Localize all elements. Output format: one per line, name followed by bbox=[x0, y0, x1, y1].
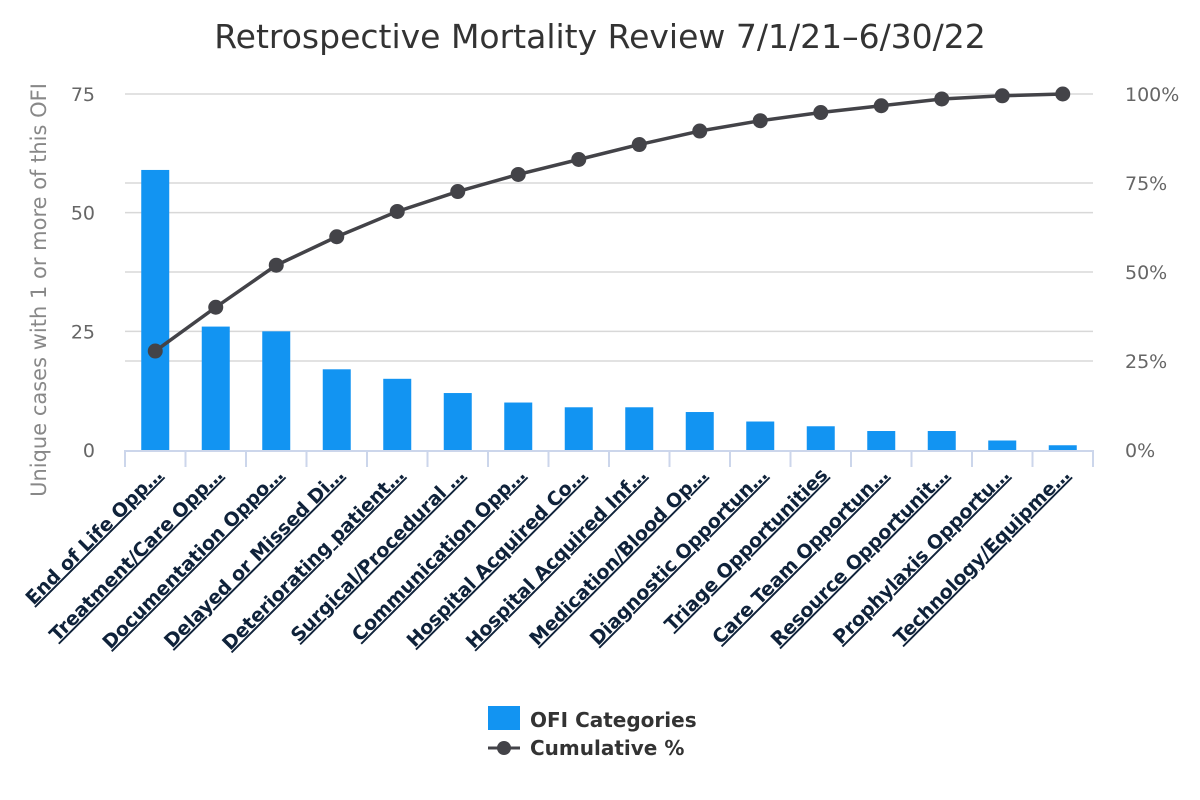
legend: OFI Categories Cumulative % bbox=[488, 706, 697, 760]
cumulative-point[interactable] bbox=[631, 137, 647, 153]
y2-tick-label: 100% bbox=[1125, 84, 1179, 106]
cumulative-line bbox=[154, 92, 1063, 353]
cumulative-line-series bbox=[147, 86, 1071, 359]
cumulative-point[interactable] bbox=[510, 166, 526, 182]
cumulative-point[interactable] bbox=[1055, 86, 1071, 102]
cumulative-point[interactable] bbox=[329, 229, 345, 245]
y2-tick-label: 50% bbox=[1125, 262, 1167, 284]
bar[interactable] bbox=[443, 393, 472, 450]
bar[interactable] bbox=[927, 431, 956, 450]
cumulative-point[interactable] bbox=[147, 343, 163, 359]
cumulative-point[interactable] bbox=[389, 203, 405, 219]
bar-series bbox=[141, 169, 1077, 451]
x-axis-labels: End of Life Opp…Treatment/Care Opp…Docum… bbox=[22, 464, 1075, 655]
bar[interactable] bbox=[383, 378, 412, 450]
y-tick-label: 75 bbox=[71, 84, 95, 106]
bar[interactable] bbox=[625, 407, 654, 450]
y2-tick-label: 25% bbox=[1125, 351, 1167, 373]
cumulative-point[interactable] bbox=[813, 105, 829, 121]
bar[interactable] bbox=[685, 412, 714, 450]
bar[interactable] bbox=[504, 402, 533, 450]
bar[interactable] bbox=[867, 431, 896, 450]
bar[interactable] bbox=[746, 421, 775, 450]
cumulative-point[interactable] bbox=[934, 91, 950, 107]
gridlines bbox=[125, 93, 1093, 362]
cumulative-point[interactable] bbox=[873, 98, 889, 114]
y-axis-ticks: 0 25 50 75 bbox=[71, 84, 95, 462]
cumulative-point[interactable] bbox=[571, 152, 587, 168]
bar[interactable] bbox=[141, 169, 170, 451]
legend-marker-icon bbox=[497, 741, 511, 755]
y-tick-label: 25 bbox=[71, 321, 95, 343]
cumulative-point[interactable] bbox=[450, 184, 466, 200]
bar[interactable] bbox=[806, 426, 835, 450]
y2-tick-label: 0% bbox=[1125, 440, 1155, 462]
y-axis-title: Unique cases with 1 or more of this OFI bbox=[27, 83, 51, 497]
legend-item-line[interactable]: Cumulative % bbox=[488, 736, 684, 760]
y2-tick-label: 75% bbox=[1125, 173, 1167, 195]
bar[interactable] bbox=[1048, 445, 1077, 450]
x-axis bbox=[124, 450, 1094, 467]
cumulative-point[interactable] bbox=[208, 299, 224, 315]
cumulative-point[interactable] bbox=[692, 123, 708, 139]
cumulative-point[interactable] bbox=[994, 88, 1010, 104]
y2-axis-ticks: 0% 25% 50% 75% 100% bbox=[1125, 84, 1179, 462]
bar[interactable] bbox=[564, 407, 593, 450]
y-tick-label: 50 bbox=[71, 203, 95, 225]
bar[interactable] bbox=[262, 331, 291, 450]
y-tick-label: 0 bbox=[83, 440, 95, 462]
legend-item-bars[interactable]: OFI Categories bbox=[488, 706, 697, 732]
legend-label-bars: OFI Categories bbox=[530, 708, 697, 732]
cumulative-point[interactable] bbox=[268, 257, 284, 273]
legend-label-line: Cumulative % bbox=[530, 736, 684, 760]
bar[interactable] bbox=[201, 326, 230, 450]
bar[interactable] bbox=[988, 440, 1017, 450]
chart-title: Retrospective Mortality Review 7/1/21–6/… bbox=[214, 17, 986, 56]
cumulative-point[interactable] bbox=[752, 113, 768, 129]
bar[interactable] bbox=[322, 369, 351, 450]
legend-bar-swatch bbox=[488, 706, 520, 730]
